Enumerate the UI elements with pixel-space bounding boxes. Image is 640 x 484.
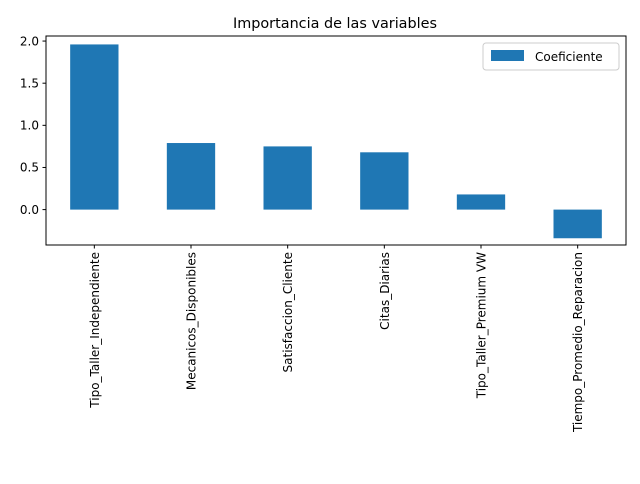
x-tick-label: Satisfaccion_Cliente (281, 252, 295, 372)
y-tick-label: 2.0 (20, 34, 39, 48)
y-tick-label: 1.0 (20, 119, 39, 133)
legend: Coeficiente (482, 42, 620, 71)
legend-box (482, 42, 620, 71)
x-tick-label: Mecanicos_Disponibles (185, 252, 199, 390)
chart-title: Importancia de las variables (233, 16, 437, 32)
bar (360, 152, 409, 210)
legend-label: Coeficiente (535, 50, 603, 64)
bar (70, 44, 119, 210)
y-tick-label: 1.5 (20, 76, 39, 90)
y-tick-label: 0.0 (20, 203, 39, 217)
plot-frame (45, 35, 627, 246)
bar (456, 194, 506, 210)
bar (553, 209, 602, 239)
x-tick-label: Tiempo_Promedio_Reparacion (571, 252, 585, 433)
legend-swatch (491, 50, 524, 61)
bar (263, 146, 312, 210)
x-tick-label: Tipo_Taller_Premium VW (475, 252, 489, 399)
x-tick-label: Tipo_Taller_Independiente (88, 252, 102, 409)
bar (166, 143, 216, 210)
x-axis: Tipo_Taller_Independiente Mecanicos_Dispo… (88, 245, 585, 433)
y-axis: 0.0 0.5 1.0 1.5 2.0 (20, 34, 46, 217)
y-tick-label: 0.5 (20, 161, 39, 175)
bars-layer (70, 44, 602, 239)
x-tick-label: Citas_Diarias (378, 252, 392, 330)
